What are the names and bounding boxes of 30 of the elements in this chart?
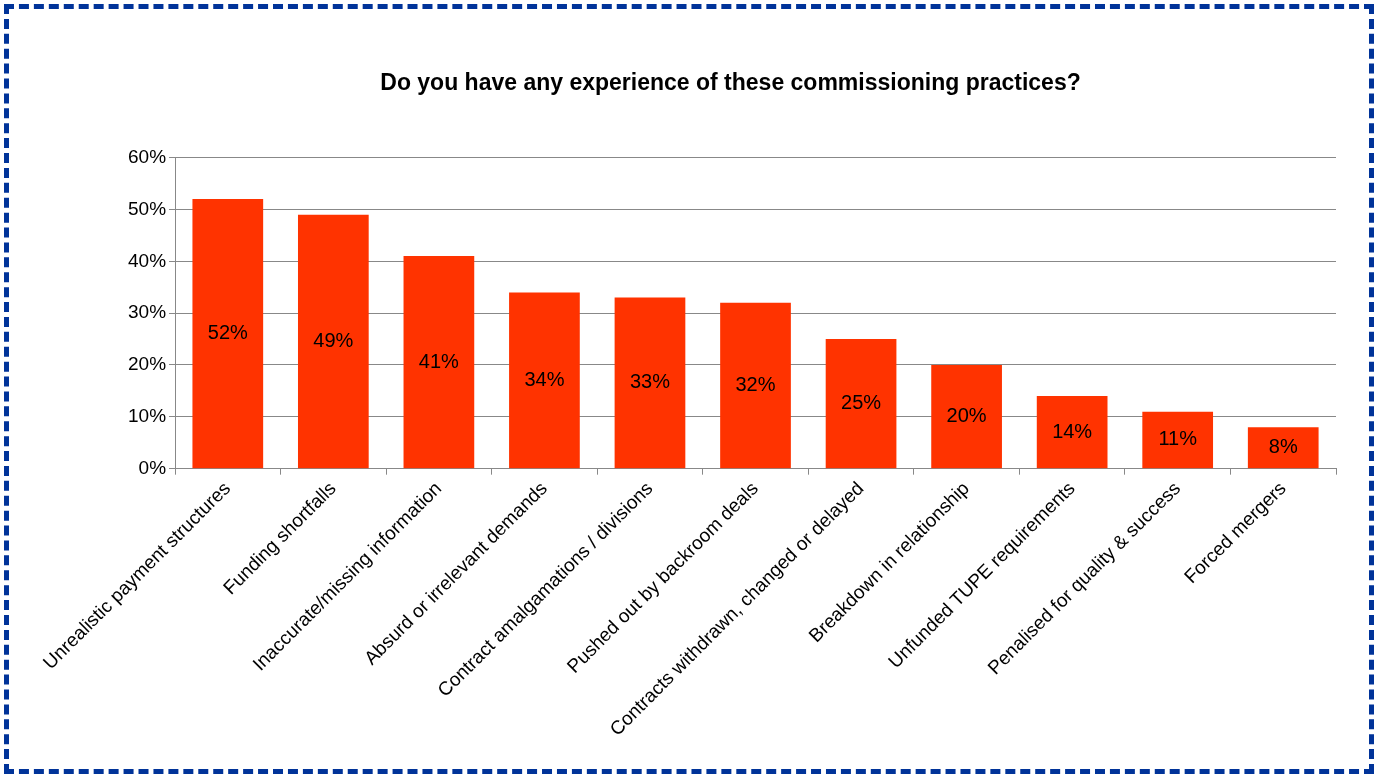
data-label: 20% <box>946 404 987 427</box>
y-tick-label: 0% <box>138 456 167 478</box>
data-label: 25% <box>841 391 882 414</box>
y-tick-label: 60% <box>128 145 167 167</box>
bar <box>297 214 369 469</box>
bar <box>1142 411 1214 469</box>
data-label: 8% <box>1268 435 1298 458</box>
bar <box>720 302 791 469</box>
y-tick-label: 50% <box>128 197 167 219</box>
bar <box>1247 427 1319 469</box>
y-tick-label: 40% <box>128 249 167 271</box>
data-label: 32% <box>735 372 776 395</box>
bar <box>509 292 580 469</box>
bar <box>825 339 897 469</box>
y-tick-label: 20% <box>128 353 167 375</box>
y-tick-label: 30% <box>128 301 167 323</box>
bar <box>931 364 1002 469</box>
data-label: 34% <box>524 367 565 390</box>
bar <box>403 256 475 469</box>
chart-title: Do you have any experience of these commissioning practices? <box>380 69 1081 96</box>
y-tick-label: 10% <box>128 405 167 427</box>
data-label: 49% <box>313 328 354 351</box>
bar <box>1036 396 1108 469</box>
data-label: 11% <box>1158 427 1198 450</box>
data-label: 52% <box>207 321 249 344</box>
data-label: 33% <box>629 370 671 393</box>
data-label: 14% <box>1052 419 1093 442</box>
data-label: 41% <box>418 349 460 372</box>
bar <box>192 199 264 469</box>
bar <box>614 297 686 469</box>
